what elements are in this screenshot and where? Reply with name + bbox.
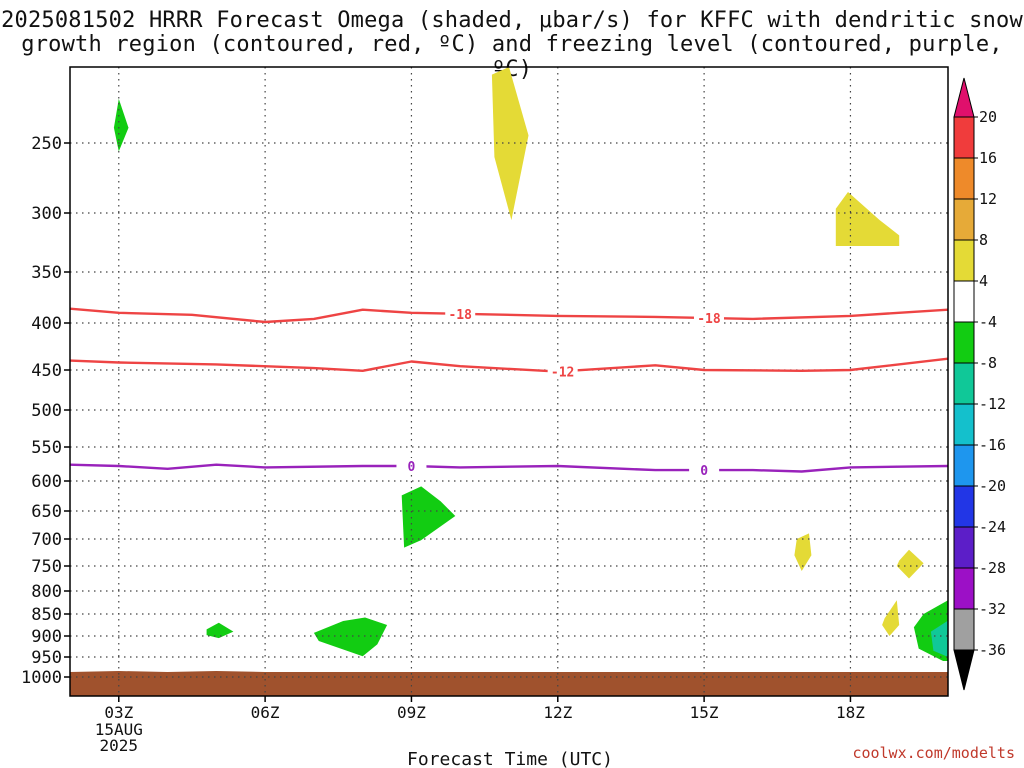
contour-label: 0 bbox=[700, 464, 708, 479]
y-tick-label: 600 bbox=[31, 472, 62, 492]
colorbar-label: 4 bbox=[979, 272, 988, 290]
y-tick-label: 250 bbox=[31, 134, 62, 154]
colorbar-bin bbox=[953, 608, 975, 651]
colorbar-bin bbox=[953, 485, 975, 528]
x-tick-label: 09Z bbox=[397, 703, 426, 722]
contour-label-bg bbox=[547, 363, 578, 380]
colorbar-bin bbox=[953, 157, 975, 200]
y-tick-label: 300 bbox=[31, 204, 62, 224]
y-tick-label: 900 bbox=[31, 627, 62, 647]
y-tick-label: 850 bbox=[31, 605, 62, 625]
omega-region-7 bbox=[896, 549, 924, 579]
colorbar-bin bbox=[953, 567, 975, 610]
omega-region-2 bbox=[835, 192, 900, 246]
y-tick-label: 400 bbox=[31, 314, 62, 334]
colorbar-bin bbox=[953, 321, 975, 364]
y-tick-label: 950 bbox=[31, 648, 62, 668]
omega-region-6 bbox=[794, 533, 812, 571]
colorbar-label: -24 bbox=[979, 518, 1006, 536]
x-axis-label: Forecast Time (UTC) bbox=[407, 749, 613, 768]
colorbar-bin bbox=[953, 526, 975, 569]
y-tick-label: 750 bbox=[31, 557, 62, 577]
contour-line-1 bbox=[70, 357, 948, 373]
y-tick-label: 800 bbox=[31, 582, 62, 602]
colorbar-label: -20 bbox=[979, 477, 1006, 495]
colorbar-bottom-arrow bbox=[953, 649, 975, 691]
x-tick-label: 06Z bbox=[251, 703, 280, 722]
y-tick-label: 1000 bbox=[21, 668, 62, 688]
y-tick-label: 500 bbox=[31, 401, 62, 421]
x-tick-label: 18Z bbox=[836, 703, 865, 722]
omega-region-0 bbox=[113, 98, 129, 152]
omega-shading-layer bbox=[113, 67, 948, 661]
contour-label: -18 bbox=[448, 308, 472, 323]
contour-label-bg bbox=[689, 462, 720, 479]
colorbar-label: 8 bbox=[979, 231, 988, 249]
colorbar-label: -36 bbox=[979, 641, 1006, 659]
plot-frame bbox=[69, 66, 949, 697]
colorbar-label: 16 bbox=[979, 149, 997, 167]
y-tick-label: 650 bbox=[31, 502, 62, 522]
x-date-label: 2025 bbox=[100, 736, 139, 755]
contour-label: 0 bbox=[408, 460, 416, 475]
contour-label-bg bbox=[693, 310, 724, 327]
colorbar-top-arrow bbox=[953, 77, 975, 118]
contour-layer: -18 -18 -12 0 0 bbox=[70, 305, 948, 479]
colorbar-label: 20 bbox=[979, 108, 997, 126]
x-tick-label: 03Z bbox=[104, 703, 133, 722]
chart-title-line-2: growth region (contoured, red, ºC) and f… bbox=[21, 32, 1003, 82]
plot-border bbox=[69, 66, 949, 697]
contour-line-0 bbox=[70, 307, 948, 324]
colorbar-bin bbox=[953, 280, 975, 323]
y-tick-label: 450 bbox=[31, 361, 62, 381]
y-tick-label: 550 bbox=[31, 438, 62, 458]
x-tick-label: 12Z bbox=[543, 703, 572, 722]
omega-region-1 bbox=[491, 67, 529, 221]
y-tick-label: 700 bbox=[31, 530, 62, 550]
terrain-layer bbox=[70, 671, 948, 696]
colorbar-bin bbox=[953, 239, 975, 282]
colorbar-label: -4 bbox=[979, 313, 997, 331]
omega-region-8 bbox=[882, 600, 900, 636]
colorbar-bin bbox=[953, 116, 975, 159]
y-tick-label: 350 bbox=[31, 263, 62, 283]
colorbar: 20 16 12 8 4 -4 -8 -12 -16 -20 -24 -28 -32 -36 bbox=[953, 77, 1006, 691]
colorbar-label: -16 bbox=[979, 436, 1006, 454]
omega-region-3 bbox=[401, 486, 456, 548]
x-date-label: 15AUG bbox=[95, 720, 143, 739]
contour-label: -18 bbox=[697, 312, 721, 327]
omega-region-10 bbox=[930, 620, 948, 657]
x-tick-label: 15Z bbox=[690, 703, 719, 722]
colorbar-label: -28 bbox=[979, 559, 1006, 577]
colorbar-bin bbox=[953, 444, 975, 487]
contour-label-bg bbox=[396, 458, 427, 475]
contour-line-2 bbox=[70, 463, 948, 473]
chart-title-line-1: 2025081502 HRRR Forecast Omega (shaded, … bbox=[1, 8, 1023, 33]
colorbar-label: -8 bbox=[979, 354, 997, 372]
omega-region-4 bbox=[206, 622, 234, 639]
contour-label: -12 bbox=[551, 365, 574, 380]
axes-layer: 2503003504004505005506006507007508008509… bbox=[21, 134, 865, 755]
colorbar-bin bbox=[953, 403, 975, 446]
colorbar-label: -12 bbox=[979, 395, 1006, 413]
colorbar-bin bbox=[953, 362, 975, 405]
colorbar-bin bbox=[953, 198, 975, 241]
colorbar-label: 12 bbox=[979, 190, 997, 208]
colorbar-label: -32 bbox=[979, 600, 1006, 618]
terrain-fill bbox=[70, 671, 948, 696]
contour-label-bg bbox=[445, 305, 476, 322]
omega-region-5 bbox=[313, 617, 388, 657]
credit-link[interactable]: coolwx.com/modelts bbox=[852, 744, 1015, 762]
